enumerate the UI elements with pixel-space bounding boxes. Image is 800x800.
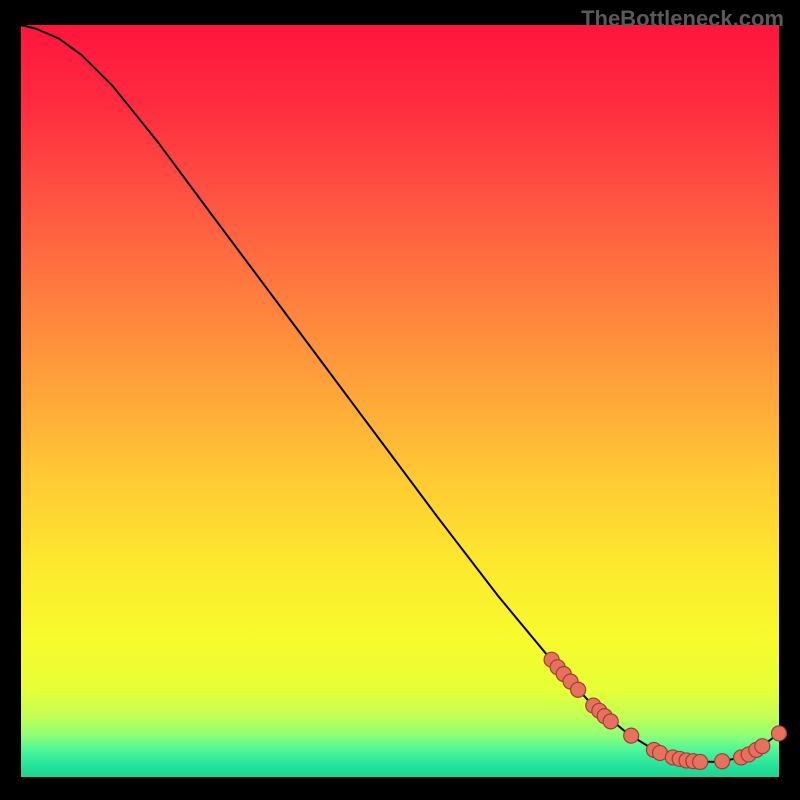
data-marker	[755, 739, 770, 754]
chart-container: TheBottleneck.com	[0, 0, 800, 800]
chart-svg	[0, 0, 800, 800]
data-marker	[571, 682, 586, 697]
data-marker	[624, 728, 639, 743]
data-marker	[772, 726, 787, 741]
data-marker	[603, 714, 618, 729]
plot-heat-background	[21, 25, 779, 777]
data-marker	[693, 754, 708, 769]
data-marker	[715, 754, 730, 769]
watermark-label: TheBottleneck.com	[581, 6, 784, 32]
